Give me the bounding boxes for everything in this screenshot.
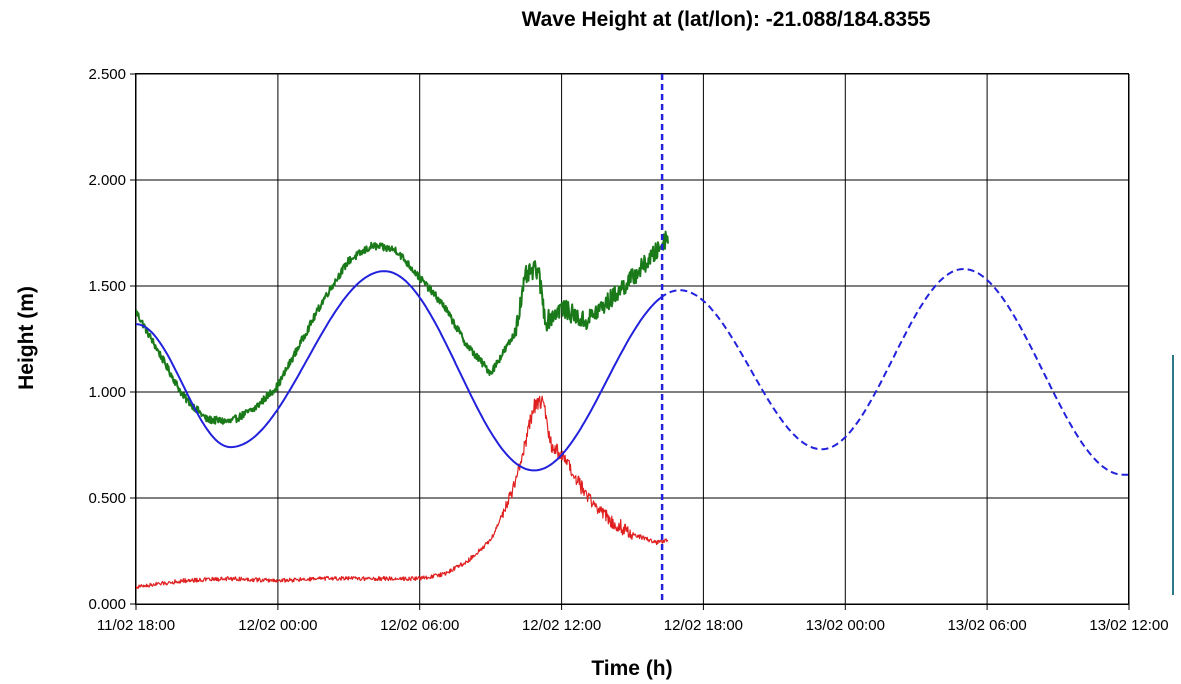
y-tick-label: 1.000 [88,384,126,401]
x-tick-label: 13/02 00:00 [806,617,885,634]
series-line-blue-solid [135,270,661,472]
series-line-green [135,230,669,425]
x-tick-label: 12/02 18:00 [664,617,743,634]
y-tick-label: 0.000 [88,596,126,613]
y-tick-label: 2.500 [88,66,126,83]
x-tick-label: 12/02 06:00 [380,617,459,634]
data-series [135,230,1129,589]
x-tick-label: 12/02 12:00 [522,617,601,634]
y-tick-label: 0.500 [88,490,126,507]
x-axis-ticks: 11/02 18:00 12/02 00:00 12/02 06:00 12/02 1… [97,604,1169,634]
series-line-blue-dashed [659,267,1129,476]
x-axis-label: Time (h) [591,657,672,680]
x-tick-label: 13/02 06:00 [947,617,1026,634]
x-tick-label: 11/02 18:00 [97,617,175,634]
chart-title: Wave Height at (lat/lon): -21.088/184.83… [522,8,931,31]
y-axis-ticks: 0.000 0.500 1.000 1.500 2.000 2.500 [88,66,136,613]
x-tick-label: 13/02 12:00 [1089,617,1168,634]
x-tick-label: 12/02 00:00 [238,617,317,634]
y-axis-label: Height (m) [15,286,38,390]
plot-area [135,73,1129,605]
grid-lines [135,73,1130,605]
y-tick-label: 1.500 [88,278,126,295]
series-line-red [135,395,669,589]
y-tick-label: 2.000 [88,172,126,189]
